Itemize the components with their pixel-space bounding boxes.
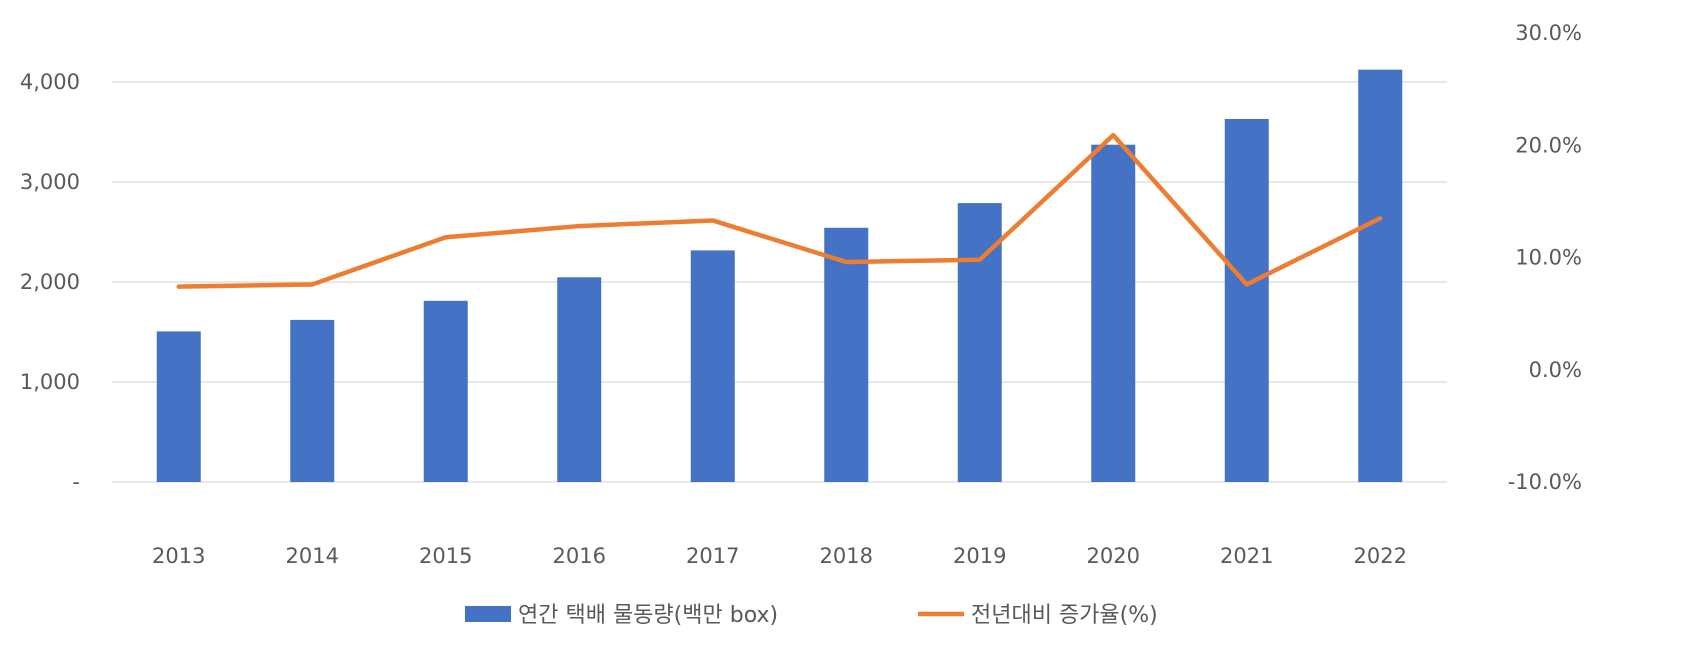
legend-bar-swatch <box>465 606 511 622</box>
right-tick-label: 30.0% <box>1515 21 1582 45</box>
x-axis: 2013 2014 2015 2016 2017 2018 2019 2020 2021 2022 <box>152 544 1407 568</box>
right-tick-label: 0.0% <box>1529 358 1582 382</box>
bar <box>1358 69 1403 482</box>
right-tick-label: 20.0% <box>1515 133 1582 157</box>
bar <box>557 277 602 482</box>
bar <box>156 331 201 482</box>
x-tick-label: 2015 <box>419 544 472 568</box>
bar <box>423 300 468 482</box>
line-series <box>176 132 1383 289</box>
bar-series <box>156 69 1403 482</box>
right-tick-label: -10.0% <box>1508 470 1582 494</box>
growth-rate-line <box>176 132 1383 289</box>
left-tick-label: 4,000 <box>20 70 80 94</box>
legend: 연간 택배 물동량(백만 box) 전년대비 증가율(%) <box>465 603 1158 628</box>
x-tick-label: 2013 <box>152 544 205 568</box>
left-tick-label: 1,000 <box>20 370 80 394</box>
x-tick-label: 2021 <box>1220 544 1273 568</box>
bar <box>290 319 335 482</box>
legend-line-label: 전년대비 증가율(%) <box>971 603 1158 628</box>
legend-bar-label: 연간 택배 물동량(백만 box) <box>518 603 778 628</box>
x-tick-label: 2020 <box>1087 544 1140 568</box>
x-tick-label: 2018 <box>820 544 873 568</box>
bar <box>1091 144 1136 482</box>
right-y-axis: -10.0% 0.0% 10.0% 20.0% 30.0% <box>1508 21 1582 494</box>
bar <box>824 227 869 482</box>
bar <box>957 203 1002 482</box>
left-tick-label: - <box>72 470 80 494</box>
bar <box>690 250 735 482</box>
x-tick-label: 2017 <box>686 544 739 568</box>
left-y-axis: - 1,000 2,000 3,000 4,000 <box>20 70 80 494</box>
x-tick-label: 2016 <box>553 544 606 568</box>
x-tick-label: 2022 <box>1354 544 1407 568</box>
x-tick-label: 2014 <box>286 544 339 568</box>
x-tick-label: 2019 <box>953 544 1006 568</box>
left-tick-label: 3,000 <box>20 170 80 194</box>
right-tick-label: 10.0% <box>1515 246 1582 270</box>
gridlines <box>112 81 1447 483</box>
left-tick-label: 2,000 <box>20 270 80 294</box>
bar <box>1224 119 1269 482</box>
